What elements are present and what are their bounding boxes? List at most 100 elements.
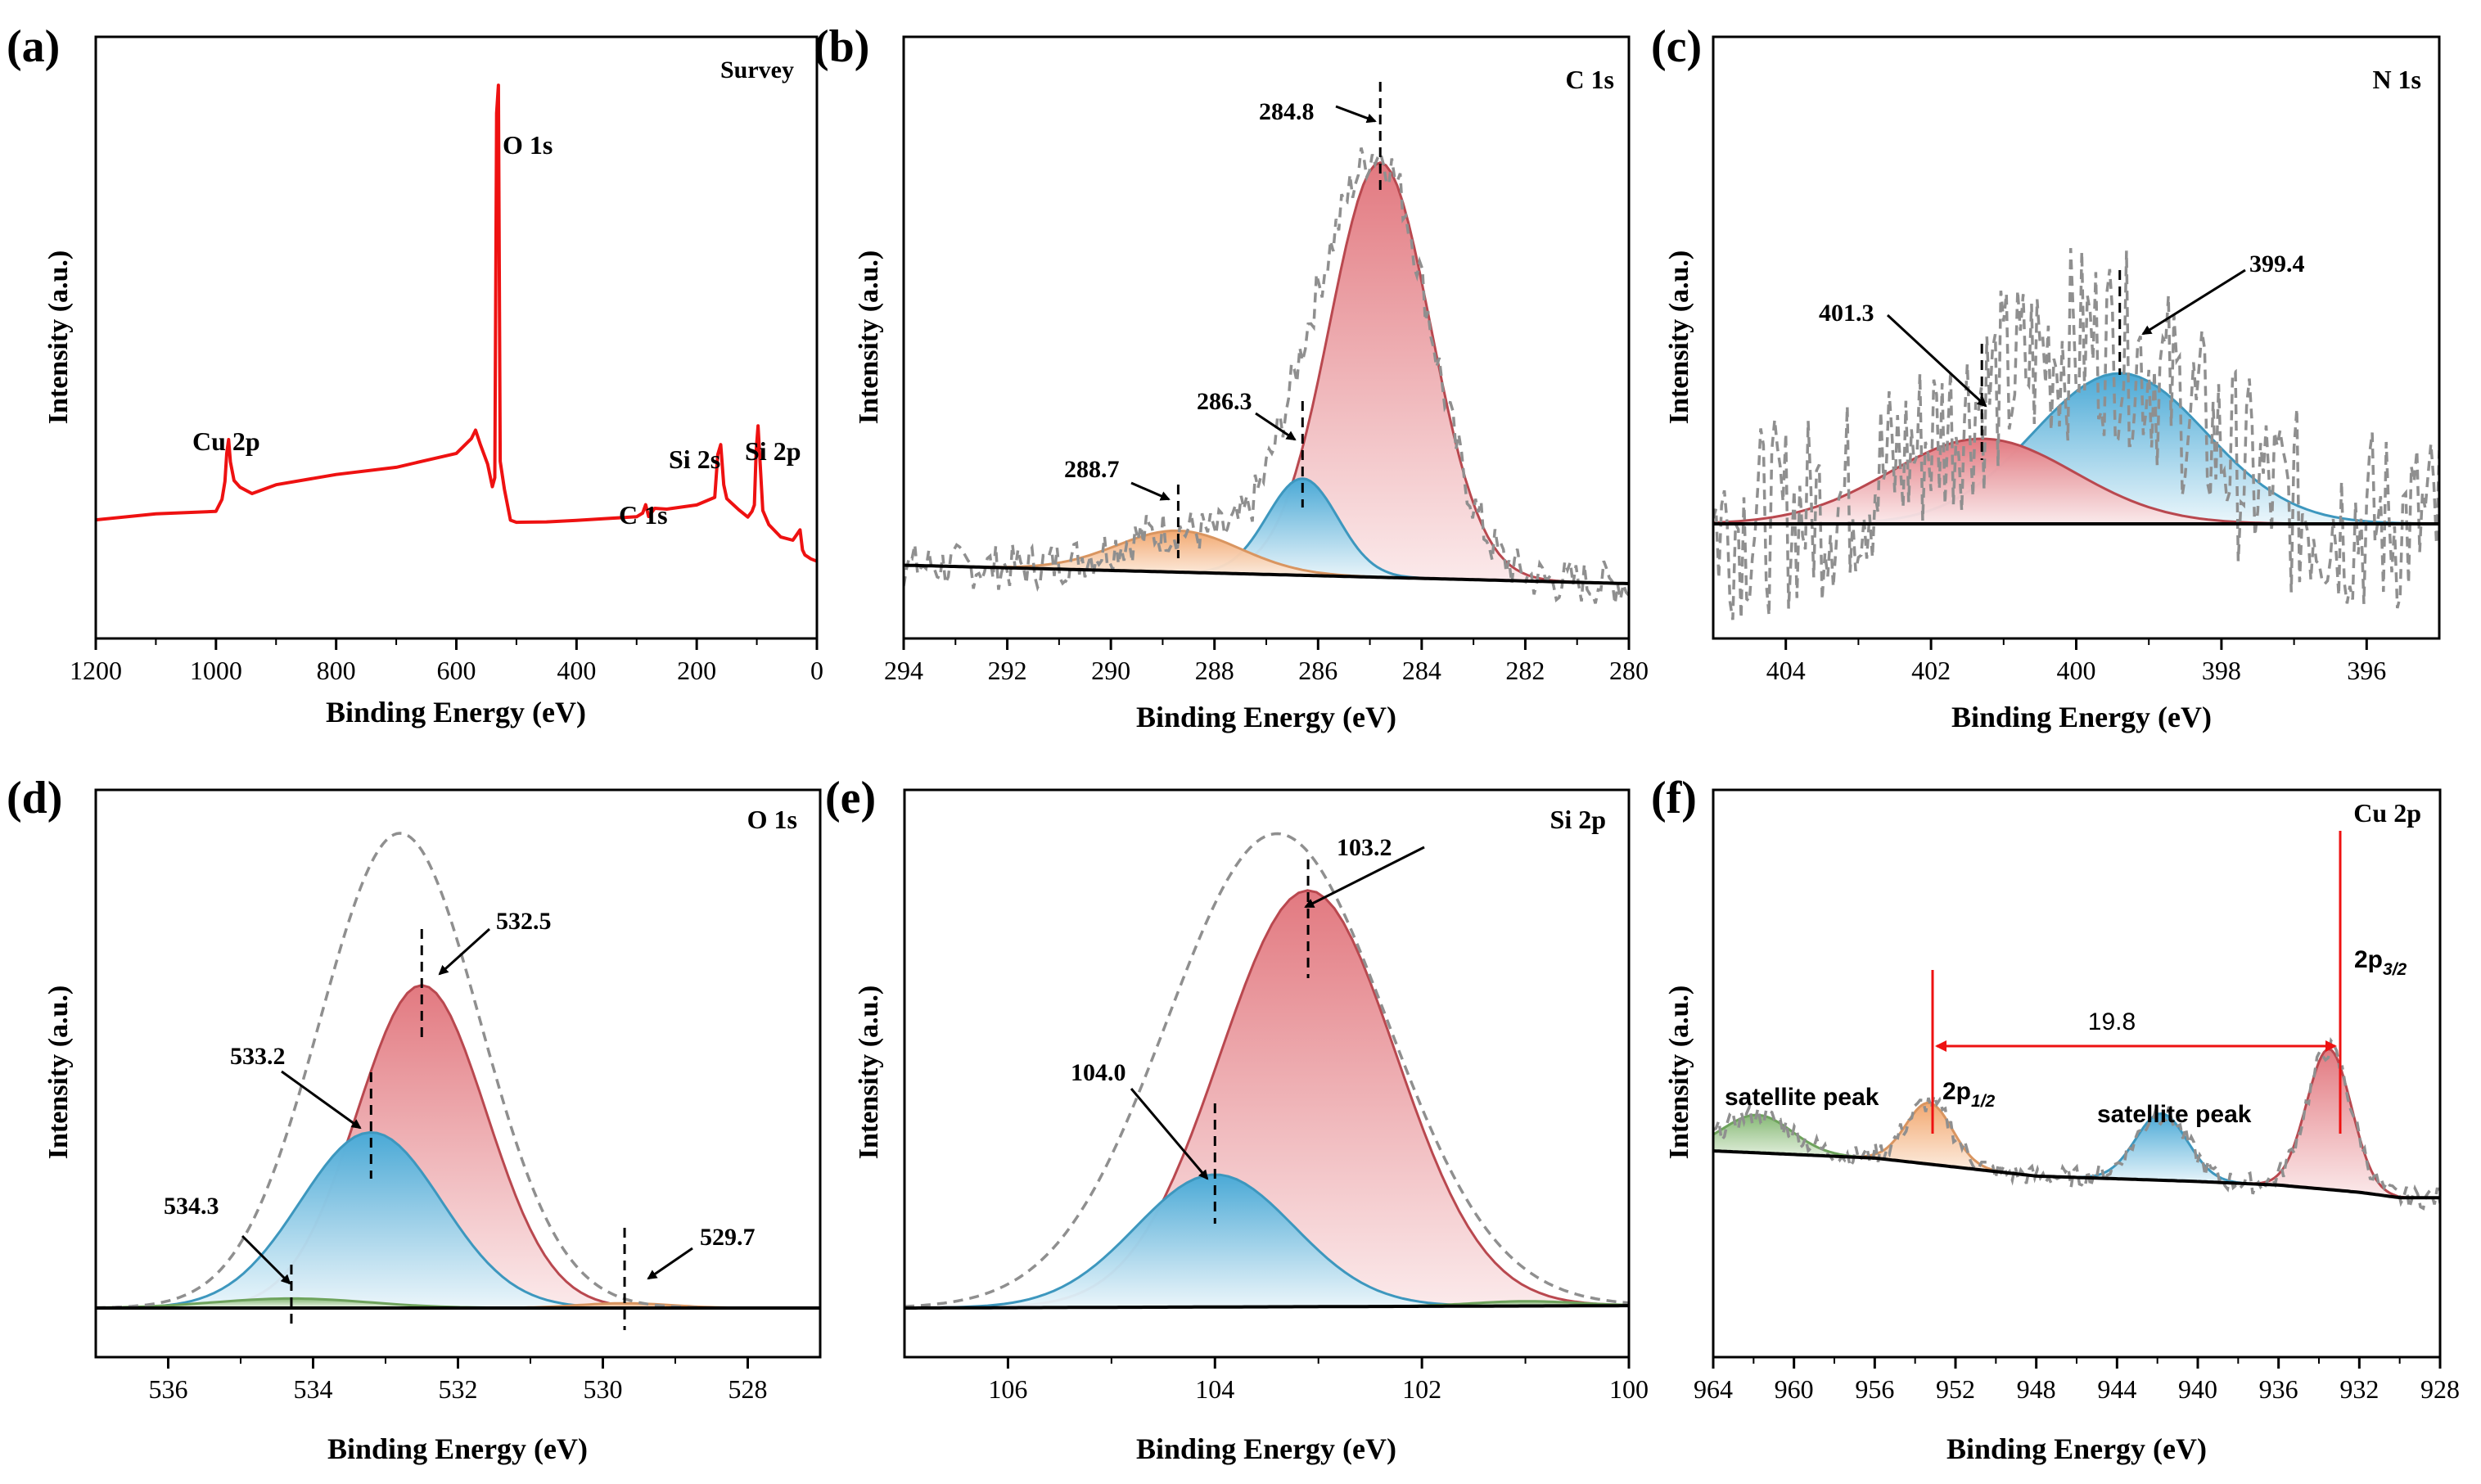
b-arrow-286.3: [1255, 412, 1297, 441]
f-baseline: [1713, 1149, 2440, 1200]
d-xtick-label-536: 536: [149, 1374, 188, 1404]
d-arrow-532.5: [438, 927, 491, 976]
d-raw-data: [96, 832, 820, 1310]
a-xtick-label-800: 800: [317, 656, 356, 685]
e-xtick-label-100: 100: [1609, 1374, 1649, 1404]
f-xtick-label-936: 936: [2259, 1374, 2298, 1404]
d-xtick-label-532: 532: [439, 1374, 478, 1404]
f-peak-fill-933.5: [2229, 1049, 2429, 1198]
f-xtick-label-952: 952: [1936, 1374, 1975, 1404]
e-frame: [903, 788, 1631, 1359]
a-label-si2s: Si 2s: [669, 444, 720, 474]
d-xtick-label-528: 528: [729, 1374, 768, 1404]
f-label-2p32-main: 2p: [2354, 946, 2383, 973]
e-raw-data: [904, 832, 1629, 1308]
c-axes: 404 402 400 398 396: [1766, 638, 2386, 685]
f-split-label: 19.8: [2088, 1008, 2136, 1035]
c-arrow-399.4: [2141, 268, 2246, 336]
f-label-2p32: 2p3/2: [2354, 946, 2407, 979]
d-arrow-533.2: [281, 1070, 362, 1130]
d-ann-529.7: 529.7: [700, 1224, 756, 1251]
f-label-satellite-2: satellite peak: [2097, 1101, 2252, 1128]
c-peak-fill-401.3: [1713, 439, 2396, 524]
d-plot-area: [96, 832, 820, 1330]
d-panel-label: (d): [7, 773, 62, 823]
d-axes: 536 534 532 530 528: [149, 1357, 768, 1404]
d-xtick-label-534: 534: [294, 1374, 333, 1404]
f-xlabel: Binding Energy (eV): [1946, 1432, 2207, 1465]
e-baseline: [904, 1304, 1629, 1310]
b-peak-fill-286.3: [1144, 478, 1460, 580]
c-xtick-label-404: 404: [1766, 656, 1806, 685]
c-xtick-label-398: 398: [2202, 656, 2241, 685]
d-ylabel: Intensity (a.u.): [43, 986, 74, 1160]
b-title: C 1s: [1565, 65, 1614, 94]
b-xtick-label-284: 284: [1402, 656, 1441, 685]
f-peak-fill-961.8: [1713, 1115, 1911, 1162]
b-plot-area: [904, 82, 1629, 604]
e-plot-area: [904, 832, 1629, 1310]
f-label-2p12: 2p1/2: [1942, 1078, 1996, 1111]
d-xlabel: Binding Energy (eV): [327, 1432, 588, 1465]
d-ann-532.5: 532.5: [496, 908, 552, 935]
f-xtick-label-960: 960: [1775, 1374, 1814, 1404]
b-ylabel: Intensity (a.u.): [854, 250, 884, 425]
a-xtick-label-400: 400: [557, 656, 596, 685]
e-xtick-label-106: 106: [988, 1374, 1027, 1404]
f-label-2p32-sub: 3/2: [2383, 960, 2407, 979]
panel-d-o1s: 536 534 532 530 528 (d) O 1s Binding Energy …: [7, 773, 822, 1465]
a-axes: 1200 1000 800 600 400 200 0: [70, 638, 823, 685]
f-label-satellite-1: satellite peak: [1725, 1084, 1879, 1111]
e-arrow-103.2: [1304, 846, 1425, 909]
c-title: N 1s: [2372, 65, 2421, 94]
c-raw-data: [1713, 248, 2439, 620]
f-title: Cu 2p: [2353, 798, 2421, 828]
b-arrow-284.8: [1335, 105, 1377, 124]
e-ylabel: Intensity (a.u.): [854, 986, 884, 1160]
panel-f-cu2p: 964 960 956 952 948 944 940 936 932 928 (f) Cu 2p…: [1651, 773, 2460, 1465]
c-xtick-label-400: 400: [2057, 656, 2096, 685]
c-ann-399.4: 399.4: [2249, 250, 2305, 277]
panel-c-n1s: 404 402 400 398 396 (c) N 1s Binding Energy …: [1651, 21, 2441, 733]
c-panel-label: (c): [1651, 21, 1702, 72]
d-xtick-label-530: 530: [584, 1374, 623, 1404]
b-axes: 294 292 290 288 286 284 282 280: [884, 638, 1649, 685]
b-xlabel: Binding Energy (eV): [1136, 701, 1396, 733]
f-raw-data: [1713, 1037, 2440, 1211]
a-xlabel: Binding Energy (eV): [326, 696, 586, 728]
e-peak-fill-103.1: [914, 890, 1629, 1308]
f-xtick-label-964: 964: [1694, 1374, 1733, 1404]
d-peak-fill-532.5: [133, 985, 711, 1308]
a-xtick-label-1000: 1000: [190, 656, 242, 685]
e-panel-label: (e): [825, 773, 876, 823]
f-peak-fill-941.8: [2046, 1113, 2277, 1185]
panel-e-si2p: 106 104 102 100 (e) Si 2p Binding Energy (e…: [825, 773, 1649, 1465]
f-xtick-label-932: 932: [2339, 1374, 2379, 1404]
f-ylabel: Intensity (a.u.): [1664, 986, 1694, 1160]
b-xtick-label-294: 294: [884, 656, 923, 685]
a-frame: [94, 35, 819, 640]
b-ann-288.7: 288.7: [1064, 456, 1120, 483]
b-ann-286.3: 286.3: [1197, 388, 1252, 415]
d-peak-fill-529.7: [417, 1303, 820, 1308]
f-xtick-label-928: 928: [2420, 1374, 2460, 1404]
b-xtick-label-282: 282: [1505, 656, 1545, 685]
d-title: O 1s: [747, 805, 797, 834]
panel-b-c1s: 294 292 290 288 286 284 282 280 (b) C 1s Bindin…: [814, 21, 1649, 733]
c-xlabel: Binding Energy (eV): [1951, 701, 2212, 733]
b-panel-label: (b): [814, 21, 869, 72]
f-label-2p12-main: 2p: [1942, 1078, 1971, 1105]
c-ann-401.3: 401.3: [1819, 300, 1874, 327]
e-xtick-label-102: 102: [1402, 1374, 1441, 1404]
c-ylabel: Intensity (a.u.): [1664, 250, 1694, 425]
e-xlabel: Binding Energy (eV): [1136, 1432, 1396, 1465]
a-xtick-label-0: 0: [810, 656, 823, 685]
f-xtick-label-948: 948: [2017, 1374, 2056, 1404]
b-raw-data: [904, 147, 1629, 604]
a-xtick-label-200: 200: [677, 656, 716, 685]
f-panel-label: (f): [1651, 773, 1697, 823]
a-series-survey: [96, 83, 817, 563]
e-ann-104.0: 104.0: [1071, 1059, 1126, 1086]
b-xtick-label-288: 288: [1195, 656, 1234, 685]
